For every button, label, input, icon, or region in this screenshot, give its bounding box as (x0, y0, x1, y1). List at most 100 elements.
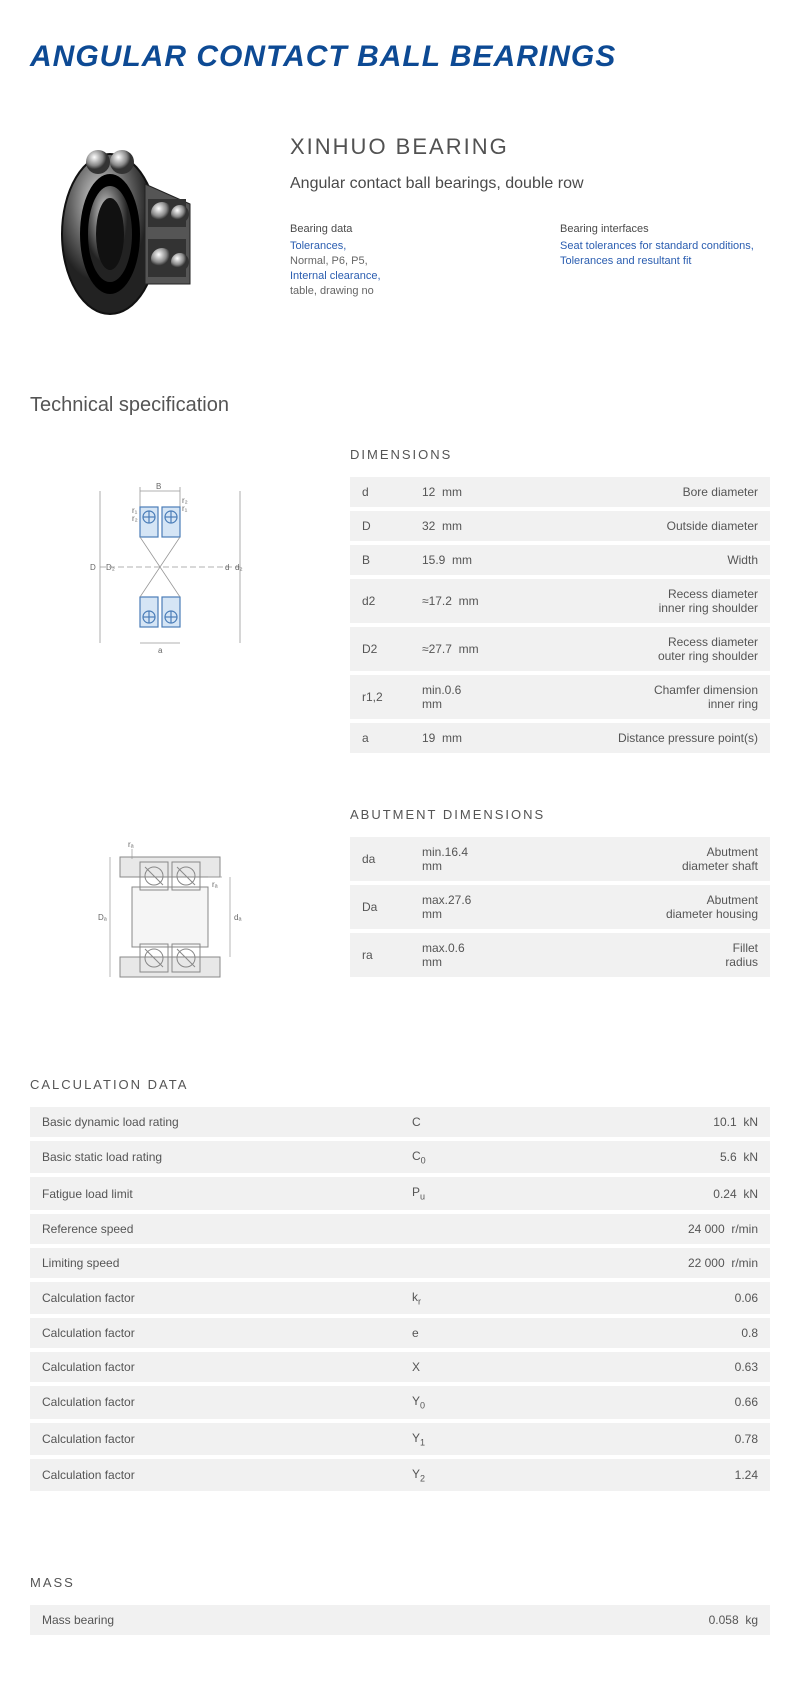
spec-value: 12 mm (410, 477, 500, 509)
table-row: damin.16.4mmAbutment diameter shaft (350, 837, 770, 883)
calc-symbol: Pu (400, 1175, 511, 1211)
bearing-interfaces-title: Bearing interfaces (560, 223, 770, 235)
bearing-data-title: Bearing data (290, 223, 500, 235)
spec-symbol: D2 (350, 625, 410, 673)
table-row: Calculation factorX0.63 (30, 1350, 770, 1384)
table-row: Calculation factorY10.78 (30, 1421, 770, 1457)
product-header: XINHUO BEARING Angular contact ball bear… (30, 134, 770, 334)
table-row: d2≈17.2 mmRecess diameter inner ring sho… (350, 577, 770, 625)
calc-label: Calculation factor (30, 1350, 400, 1384)
abutment-table: damin.16.4mmAbutment diameter shaftDamax… (350, 837, 770, 981)
spec-value: 15.9 mm (410, 543, 500, 577)
bearing-data-col: Bearing data Tolerances, Normal, P6, P5, I… (290, 223, 500, 300)
bearing-data-link[interactable]: Internal clearance, (290, 270, 500, 282)
dimensions-section: B r₂ r₁ r₁ r₂ D D₂ d d₂ a DIMENSIONS d12… (30, 447, 770, 757)
svg-text:dₐ: dₐ (234, 913, 242, 922)
calc-label: Calculation factor (30, 1280, 400, 1316)
spec-desc: Recess diameter inner ring shoulder (500, 577, 770, 625)
spec-desc: Width (500, 543, 770, 577)
calc-value: 0.66 (511, 1384, 770, 1420)
spec-desc: Distance pressure point(s) (500, 721, 770, 755)
spec-symbol: d2 (350, 577, 410, 625)
calc-value: 0.24 kN (511, 1175, 770, 1211)
spec-desc: Filletradius (500, 931, 770, 979)
mass-label: Mass bearing (30, 1605, 400, 1637)
calc-symbol: e (400, 1316, 511, 1350)
svg-text:r₂: r₂ (132, 514, 138, 523)
calc-value: 10.1 kN (511, 1107, 770, 1139)
spec-desc: Abutment diameter shaft (500, 837, 770, 883)
table-row: Basic dynamic load ratingC10.1 kN (30, 1107, 770, 1139)
abutment-section: rₐ rₐ Dₐ dₐ ABUTMENT DIMENSIONS damin.16… (30, 807, 770, 997)
page-title: ANGULAR CONTACT BALL BEARINGS (30, 40, 770, 74)
abutment-diagram: rₐ rₐ Dₐ dₐ (30, 807, 310, 997)
spec-symbol: B (350, 543, 410, 577)
calc-symbol: Y0 (400, 1384, 511, 1420)
mass-section: MASS Mass bearing 0.058 kg (30, 1575, 770, 1639)
brand-name: XINHUO BEARING (290, 134, 770, 160)
spec-value: 32 mm (410, 509, 500, 543)
table-row: Calculation factorY00.66 (30, 1384, 770, 1420)
calc-value: 24 000 r/min (511, 1212, 770, 1246)
svg-text:rₐ: rₐ (212, 880, 219, 889)
dimensions-table: d12 mmBore diameterD32 mmOutside diamete… (350, 477, 770, 757)
calc-label: Fatigue load limit (30, 1175, 400, 1211)
table-row: Calculation factorkr0.06 (30, 1280, 770, 1316)
table-row: a19 mmDistance pressure point(s) (350, 721, 770, 755)
calc-value: 5.6 kN (511, 1139, 770, 1175)
svg-text:Dₐ: Dₐ (98, 913, 108, 922)
spec-symbol: D (350, 509, 410, 543)
bearing-interfaces-col: Bearing interfaces Seat tolerances for s… (560, 223, 770, 300)
svg-text:B: B (156, 482, 161, 491)
mass-value: 0.058 kg (511, 1605, 770, 1637)
spec-desc: Chamfer dimensioninner ring (500, 673, 770, 721)
calculation-section: CALCULATION DATA Basic dynamic load rati… (30, 1077, 770, 1495)
calc-value: 1.24 (511, 1457, 770, 1493)
mass-heading: MASS (30, 1575, 770, 1590)
svg-text:d₂: d₂ (235, 563, 243, 572)
spec-desc: Outside diameter (500, 509, 770, 543)
spec-symbol: ra (350, 931, 410, 979)
spec-desc: Abutment diameter housing (500, 883, 770, 931)
table-row: Fatigue load limitPu0.24 kN (30, 1175, 770, 1211)
svg-text:D₂: D₂ (106, 563, 115, 572)
spec-symbol: d (350, 477, 410, 509)
bearing-data-text: Normal, P6, P5, (290, 255, 500, 267)
svg-text:rₐ: rₐ (128, 840, 135, 849)
spec-symbol: r1,2 (350, 673, 410, 721)
spec-symbol: da (350, 837, 410, 883)
product-info: XINHUO BEARING Angular contact ball bear… (290, 134, 770, 334)
calc-value: 0.63 (511, 1350, 770, 1384)
spec-value: max.0.6mm (410, 931, 500, 979)
calc-label: Reference speed (30, 1212, 400, 1246)
table-row: ramax.0.6mmFilletradius (350, 931, 770, 979)
calc-value: 0.06 (511, 1280, 770, 1316)
dimensions-diagram: B r₂ r₁ r₁ r₂ D D₂ d d₂ a (30, 447, 310, 757)
calc-value: 22 000 r/min (511, 1246, 770, 1280)
calc-label: Calculation factor (30, 1384, 400, 1420)
spec-value: ≈27.7 mm (410, 625, 500, 673)
svg-text:d: d (225, 563, 229, 572)
table-row: r1,2min.0.6mmChamfer dimensioninner ring (350, 673, 770, 721)
calculation-table: Basic dynamic load ratingC10.1 kNBasic s… (30, 1107, 770, 1495)
spec-symbol: Da (350, 883, 410, 931)
calc-value: 0.78 (511, 1421, 770, 1457)
calc-symbol: Y2 (400, 1457, 511, 1493)
calc-symbol (400, 1246, 511, 1280)
calc-label: Basic static load rating (30, 1139, 400, 1175)
bearing-interface-link[interactable]: Seat tolerances for standard conditions, (560, 240, 770, 252)
abutment-heading: ABUTMENT DIMENSIONS (350, 807, 770, 822)
table-row: Limiting speed22 000 r/min (30, 1246, 770, 1280)
table-row: Basic static load ratingC05.6 kN (30, 1139, 770, 1175)
svg-text:r₁: r₁ (182, 504, 188, 513)
calc-symbol: X (400, 1350, 511, 1384)
bearing-interface-link[interactable]: Tolerances and resultant fit (560, 255, 770, 267)
table-row: Mass bearing 0.058 kg (30, 1605, 770, 1637)
calc-symbol: C0 (400, 1139, 511, 1175)
calc-symbol (400, 1212, 511, 1246)
calc-label: Basic dynamic load rating (30, 1107, 400, 1139)
table-row: d12 mmBore diameter (350, 477, 770, 509)
spec-value: 19 mm (410, 721, 500, 755)
mass-table: Mass bearing 0.058 kg (30, 1605, 770, 1639)
bearing-data-link[interactable]: Tolerances, (290, 240, 500, 252)
